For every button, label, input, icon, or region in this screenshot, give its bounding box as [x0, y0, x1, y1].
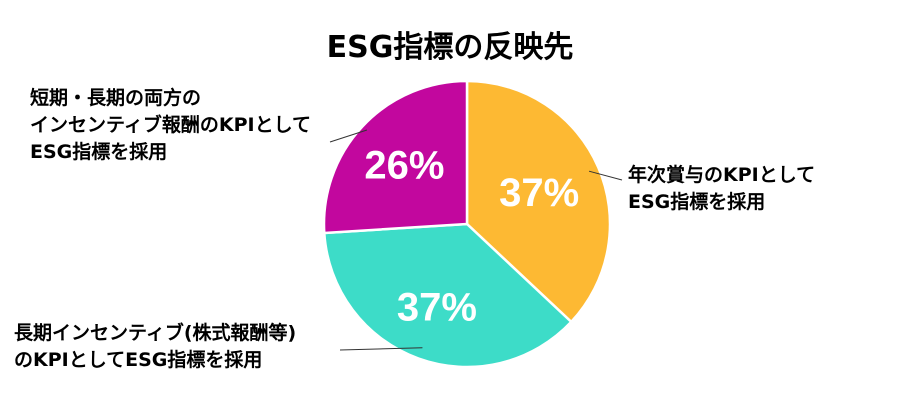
callout-line: 短期・長期の両方の: [30, 87, 202, 109]
pie-slice-2: [322, 79, 469, 235]
callout-line: のKPIとしてESG指標を採用: [14, 349, 263, 371]
callout-line: 長期インセンティブ(株式報酬等): [14, 322, 297, 344]
callout-annual-bonus: 年次賞与のKPIとして ESG指標を採用: [628, 162, 815, 216]
callout-both-incentives: 短期・長期の両方の インセンティブ報酬のKPIとして ESG指標を採用: [30, 85, 311, 166]
leader-line-1: [339, 347, 423, 351]
slice-percent-label-2: 26%: [364, 143, 444, 187]
slice-percent-label-1: 37%: [397, 285, 477, 329]
pie-slice-1: [323, 222, 573, 369]
callout-line: ESG指標を採用: [30, 141, 168, 163]
pie-slice-0: [465, 79, 612, 324]
callout-line: ESG指標を採用: [628, 191, 766, 213]
chart-title: ESG指標の反映先: [326, 30, 574, 65]
leader-line-2: [329, 129, 368, 143]
callout-line: インセンティブ報酬のKPIとして: [30, 114, 312, 136]
callout-long-term-incentive: 長期インセンティブ(株式報酬等) のKPIとしてESG指標を採用: [14, 320, 296, 374]
slice-percent-label-0: 37%: [499, 171, 579, 215]
callout-line: 年次賞与のKPIとして: [628, 164, 816, 186]
leader-line-0: [588, 170, 623, 181]
